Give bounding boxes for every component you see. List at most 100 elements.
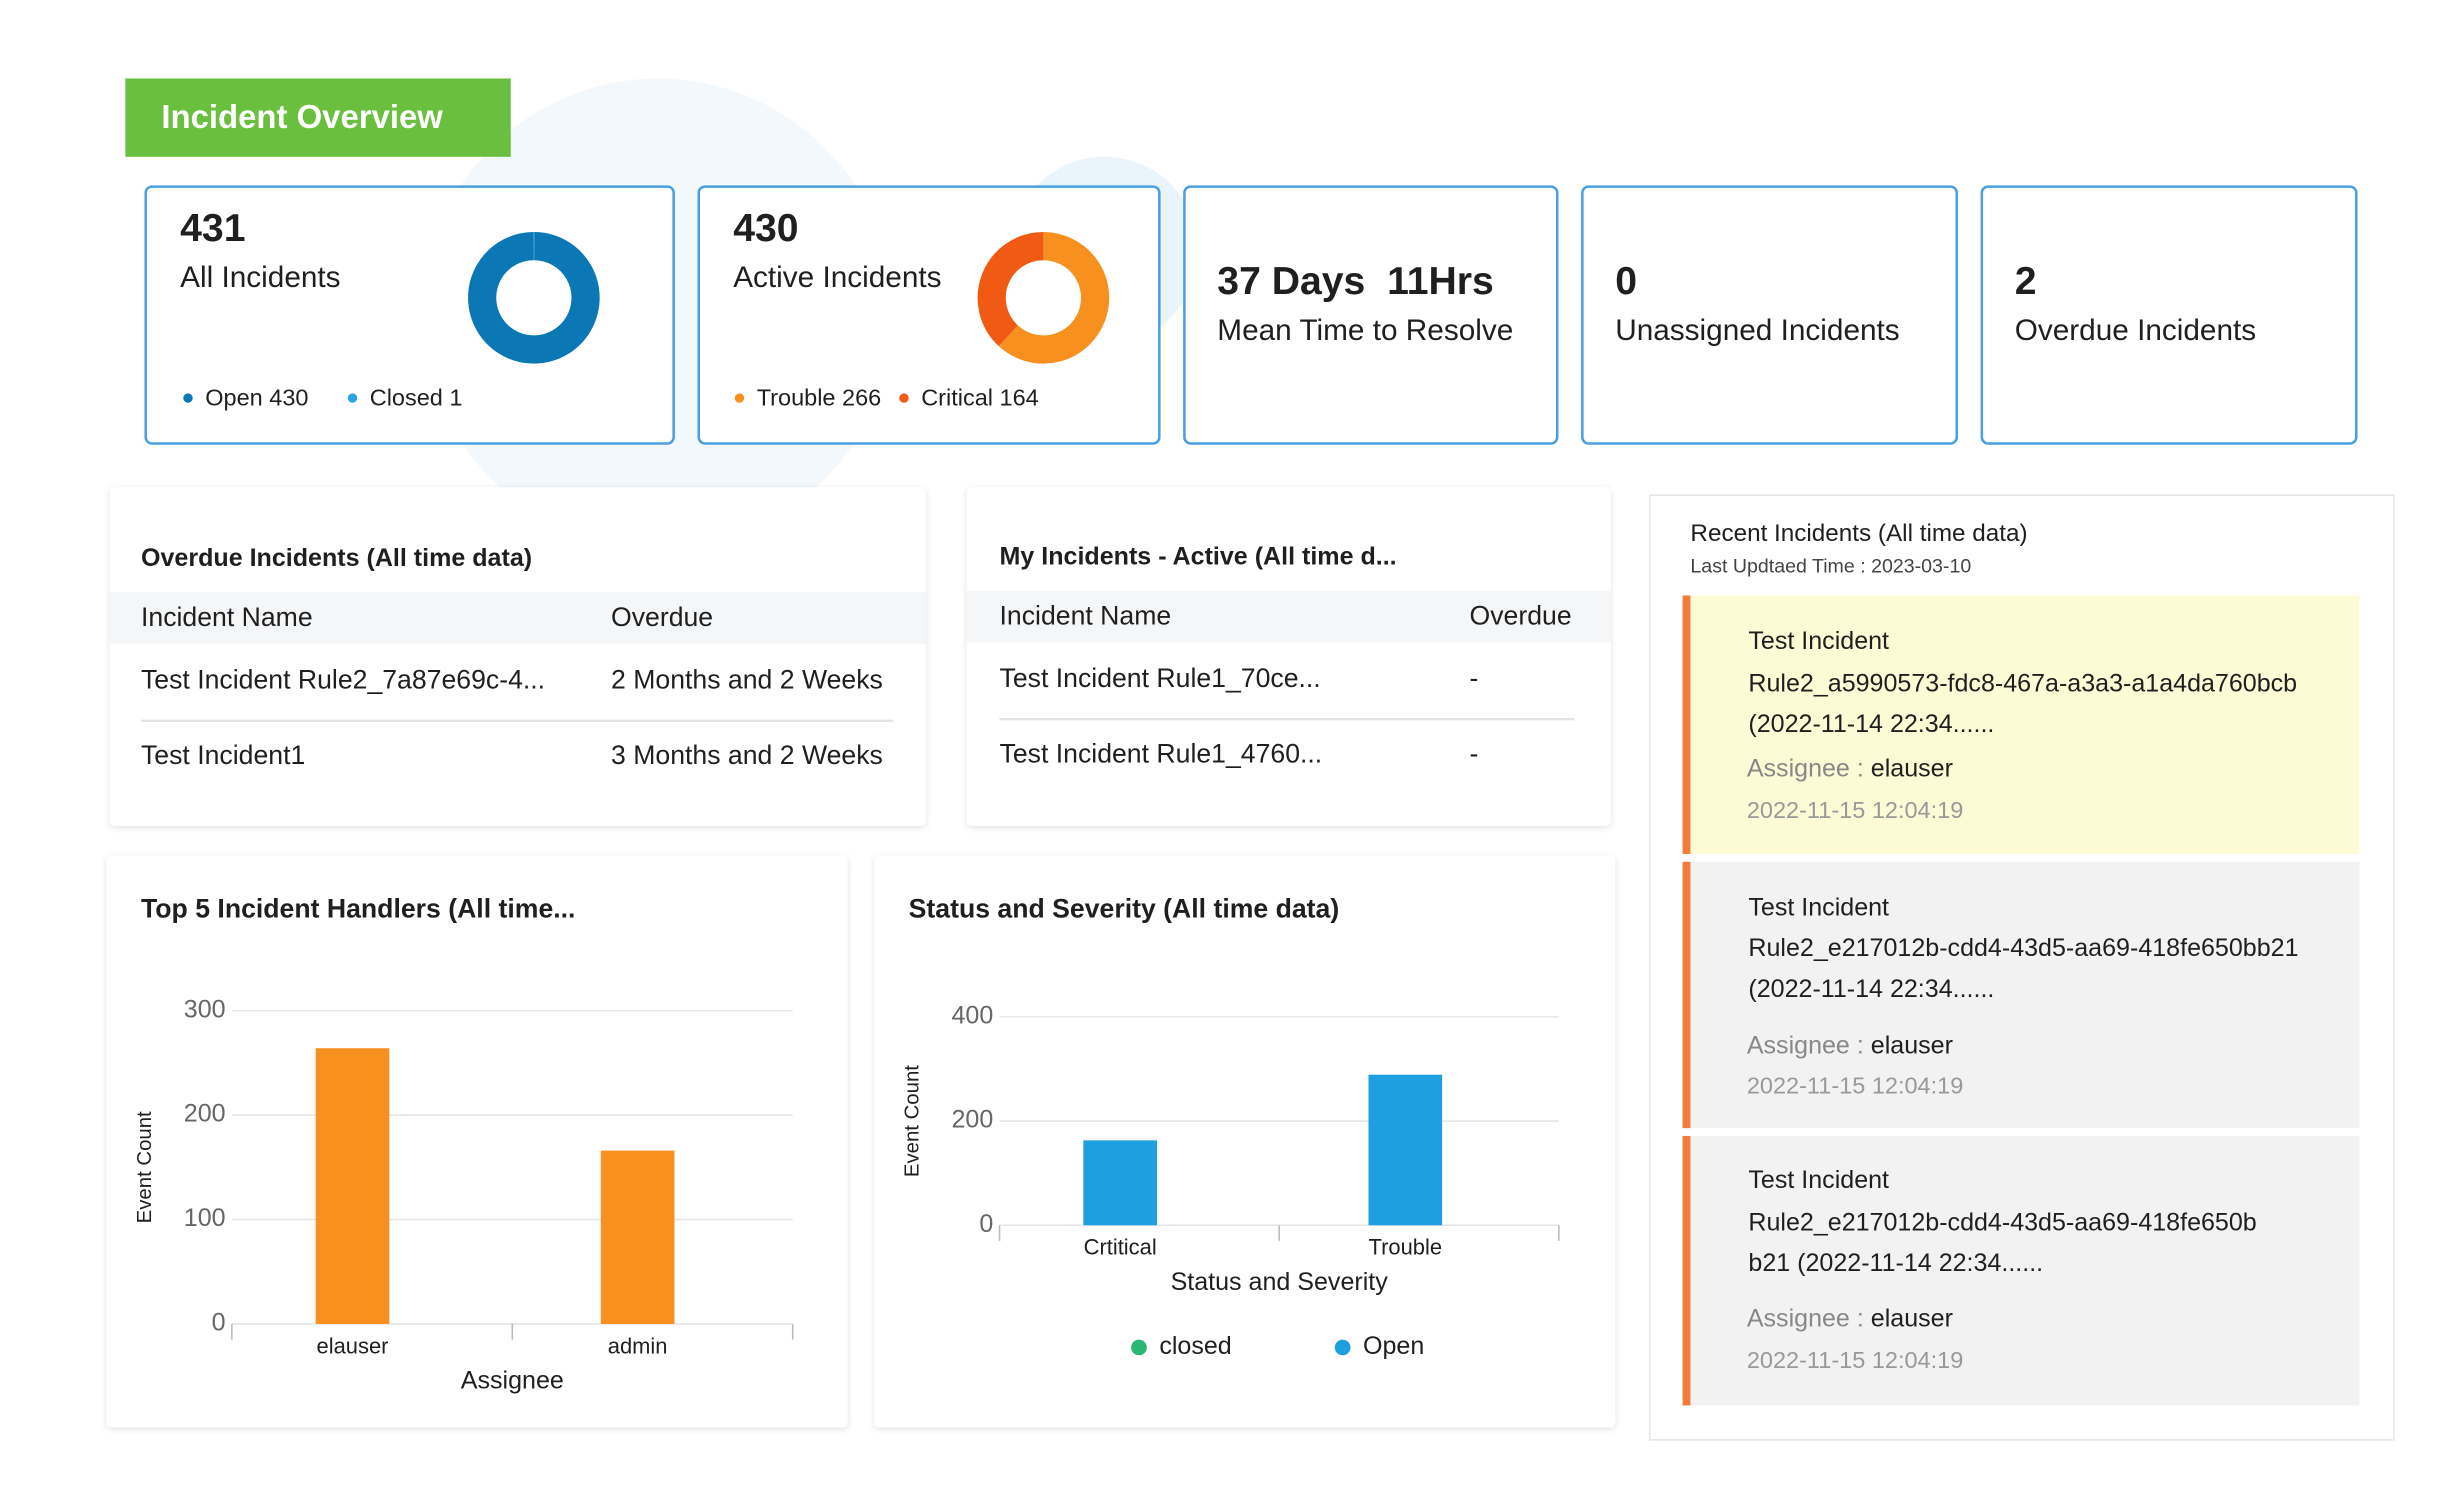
incident-name: Test Incident: [1748, 627, 1889, 655]
y-axis-label: Event Count: [134, 1111, 156, 1223]
incident-name: Rule2_a5990573-fdc8-467a-a3a3-a1a4da760b…: [1748, 669, 2297, 697]
kpi-label: Overdue Incidents: [2015, 314, 2256, 347]
recent-title: Recent Incidents (All time data): [1690, 520, 2027, 547]
incident-accent: [1682, 861, 1691, 1129]
incident-card: [1682, 861, 2360, 1129]
table-cell: 2 Months and 2 Weeks: [611, 665, 883, 695]
kpi-value: 37 Days 11Hrs: [1217, 260, 1493, 303]
kpi-label: Mean Time to Resolve: [1217, 314, 1513, 347]
legend-value: 430: [269, 385, 308, 411]
y-axis-label: Event Count: [902, 1065, 924, 1177]
legend-dot: [347, 393, 358, 403]
bar: [315, 1048, 390, 1324]
y-tick-label: 0: [212, 1309, 226, 1337]
legend-label: Critical: [921, 385, 993, 411]
incident-name: (2022-11-14 22:34......: [1748, 975, 1994, 1003]
header-title: Incident Overview: [161, 98, 443, 135]
legend-entry: Open 430: [205, 385, 308, 411]
legend-dot: [1131, 1339, 1147, 1356]
table-panel: [109, 487, 926, 826]
table-panel: [966, 487, 1611, 826]
chart-panel: [874, 855, 1616, 1428]
recent-subtitle: Last Updtaed Time : 2023-03-10: [1690, 555, 1971, 577]
table-header: Incident Name: [1000, 600, 1172, 630]
incident-assignee: Assignee : elauser: [1747, 754, 1953, 782]
kpi-card: [1581, 185, 1959, 445]
legend-value: 164: [1000, 385, 1039, 411]
incident-time: 2022-11-15 12:04:19: [1747, 1347, 1963, 1373]
legend-value: 1: [449, 385, 462, 411]
incident-card: [1682, 595, 2360, 854]
y-tick-label: 200: [951, 1106, 993, 1134]
x-tick-label: Trouble: [1369, 1235, 1443, 1260]
kpi-value: 430: [733, 207, 798, 250]
legend-entry: Critical 164: [921, 385, 1039, 411]
incident-accent: [1682, 1135, 1691, 1406]
incident-name: b21 (2022-11-14 22:34......: [1748, 1249, 2043, 1277]
table-header: Overdue: [1470, 600, 1572, 630]
x-axis-label: Assignee: [461, 1367, 564, 1395]
table-header: Overdue: [611, 602, 713, 632]
legend-value: 266: [842, 385, 881, 411]
kpi-value: 2: [2015, 260, 2037, 303]
table-cell: Test Incident Rule1_70ce...: [1000, 663, 1321, 693]
bar: [600, 1150, 675, 1324]
table-cell: -: [1470, 738, 1479, 768]
table-header: Incident Name: [141, 602, 313, 632]
kpi-value: 431: [180, 207, 245, 250]
incident-name: (2022-11-14 22:34......: [1748, 710, 1994, 738]
incident-card: [1682, 1135, 2360, 1406]
table-cell: 3 Months and 2 Weeks: [611, 740, 883, 770]
table-header-bg: [966, 590, 1611, 643]
chart-title: Status and Severity (All time data): [909, 893, 1340, 923]
incident-accent: [1682, 595, 1691, 854]
legend-entry: Closed 1: [370, 385, 463, 411]
incident-assignee: Assignee : elauser: [1747, 1304, 1953, 1332]
incident-name: Rule2_e217012b-cdd4-43d5-aa69-418fe650b: [1748, 1208, 2256, 1236]
assignee-label: Assignee :: [1747, 754, 1864, 782]
legend-dot: [899, 393, 909, 403]
y-tick-label: 300: [184, 995, 226, 1023]
kpi-value: 0: [1615, 260, 1637, 303]
bar: [1368, 1074, 1443, 1226]
x-tick-label: Crtitical: [1084, 1235, 1157, 1260]
legend-dot: [734, 393, 745, 403]
chart-panel: [106, 855, 848, 1428]
table-cell: -: [1470, 663, 1479, 693]
kpi-label: All Incidents: [180, 261, 340, 294]
x-tick-label: admin: [608, 1333, 668, 1358]
table-title: My Incidents - Active (All time d...: [1000, 542, 1397, 570]
table-title: Overdue Incidents (All time data): [141, 544, 532, 572]
table-cell: Test Incident Rule1_4760...: [1000, 738, 1323, 768]
header-badge: [125, 78, 511, 157]
legend-entry: Trouble 266: [757, 385, 882, 411]
table-header-bg: [109, 592, 926, 645]
incident-name: Test Incident: [1748, 893, 1889, 921]
assignee-name: elauser: [1871, 1031, 1953, 1059]
kpi-card: [1183, 185, 1559, 445]
donut-segment: [468, 232, 600, 364]
incident-time: 2022-11-15 12:04:19: [1747, 1073, 1963, 1099]
assignee-label: Assignee :: [1747, 1304, 1864, 1332]
legend-label: Open: [205, 385, 262, 411]
kpi-label: Unassigned Incidents: [1615, 314, 1899, 347]
x-tick-label: elauser: [317, 1333, 389, 1358]
chart-title: Top 5 Incident Handlers (All time...: [141, 893, 575, 923]
incident-name: Test Incident: [1748, 1166, 1889, 1194]
table-cell: Test Incident1: [141, 740, 305, 770]
kpi-card: [1980, 185, 2358, 445]
legend-label: Trouble: [757, 385, 836, 411]
incident-name: Rule2_e217012b-cdd4-43d5-aa69-418fe650bb…: [1748, 934, 2298, 962]
legend-dot: [183, 393, 193, 403]
y-tick-label: 400: [951, 1002, 993, 1030]
legend-label: Open: [1363, 1332, 1424, 1360]
incident-assignee: Assignee : elauser: [1747, 1031, 1953, 1059]
assignee-label: Assignee :: [1747, 1031, 1864, 1059]
y-tick-label: 0: [979, 1210, 993, 1238]
bar: [1083, 1140, 1157, 1226]
donut-segment: [998, 232, 1110, 364]
incident-time: 2022-11-15 12:04:19: [1747, 797, 1963, 823]
y-tick-label: 100: [184, 1204, 226, 1232]
